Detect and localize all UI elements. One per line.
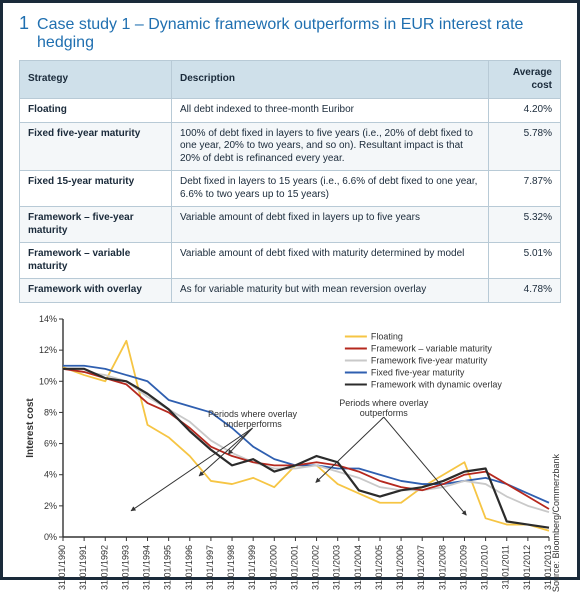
table-body: FloatingAll debt indexed to three-month … — [20, 99, 561, 303]
svg-text:Interest cost: Interest cost — [25, 397, 36, 457]
table-row: Framework – five-year maturityVariable a… — [20, 207, 561, 243]
title-number: 1 — [19, 13, 29, 34]
svg-text:31/01/1998: 31/01/1998 — [226, 545, 236, 590]
svg-text:31/01/2002: 31/01/2002 — [311, 545, 321, 590]
svg-text:Framework – variable maturity: Framework – variable maturity — [371, 343, 493, 353]
svg-text:Framework five-year maturity: Framework five-year maturity — [371, 355, 488, 365]
table-cell: Variable amount of debt fixed in layers … — [172, 207, 489, 243]
table-cell: 7.87% — [489, 171, 561, 207]
svg-text:Periods where overlay: Periods where overlay — [208, 409, 298, 419]
svg-text:31/01/1992: 31/01/1992 — [99, 545, 109, 590]
table-row: Framework with overlayAs for variable ma… — [20, 279, 561, 303]
table-row: Fixed five-year maturity100% of debt fix… — [20, 122, 561, 171]
svg-text:31/01/2001: 31/01/2001 — [289, 545, 299, 590]
svg-text:31/01/2003: 31/01/2003 — [332, 545, 342, 590]
table-row: Fixed 15-year maturityDebt fixed in laye… — [20, 171, 561, 207]
svg-text:31/01/1996: 31/01/1996 — [184, 545, 194, 590]
svg-text:31/01/2007: 31/01/2007 — [416, 545, 426, 590]
svg-text:6%: 6% — [44, 438, 57, 448]
table-cell: All debt indexed to three-month Euribor — [172, 99, 489, 123]
svg-text:outperforms: outperforms — [360, 408, 409, 418]
table-cell: 5.01% — [489, 243, 561, 279]
table-cell: Variable amount of debt fixed with matur… — [172, 243, 489, 279]
table-cell: Fixed 15-year maturity — [20, 171, 172, 207]
strategy-table: Strategy Description Average cost Floati… — [19, 60, 561, 303]
svg-text:31/01/2008: 31/01/2008 — [437, 545, 447, 590]
chart-container: 0% 2% 4% 6% 8% 10% 12% 14% 31/01/1990 31/01/1991 3… — [19, 311, 561, 591]
svg-text:31/01/2009: 31/01/2009 — [458, 545, 468, 590]
title-text: Case study 1 – Dynamic framework outperf… — [37, 16, 561, 52]
interest-cost-chart: 0% 2% 4% 6% 8% 10% 12% 14% 31/01/1990 31/01/1991 3… — [19, 311, 563, 591]
svg-text:31/01/2004: 31/01/2004 — [353, 545, 363, 590]
svg-text:31/01/2000: 31/01/2000 — [268, 545, 278, 590]
svg-text:12%: 12% — [39, 345, 57, 355]
svg-text:31/01/2012: 31/01/2012 — [522, 545, 532, 590]
svg-text:31/01/2011: 31/01/2011 — [501, 545, 511, 589]
svg-text:Framework with dynamic overlay: Framework with dynamic overlay — [371, 379, 503, 389]
table-cell: Framework – five-year maturity — [20, 207, 172, 243]
source-text: Source: Bloomberg/Commerzbank — [551, 454, 561, 592]
table-cell: 4.78% — [489, 279, 561, 303]
table-cell: Floating — [20, 99, 172, 123]
svg-text:31/01/2006: 31/01/2006 — [395, 545, 405, 590]
col-avgcost: Average cost — [489, 61, 561, 99]
svg-text:Floating: Floating — [371, 331, 403, 341]
svg-text:31/01/1995: 31/01/1995 — [163, 545, 173, 590]
page-title: 1 Case study 1 – Dynamic framework outpe… — [19, 13, 561, 52]
table-head: Strategy Description Average cost — [20, 61, 561, 99]
svg-text:0%: 0% — [44, 532, 57, 542]
svg-text:2%: 2% — [44, 500, 57, 510]
svg-text:31/01/1994: 31/01/1994 — [142, 545, 152, 590]
table-cell: As for variable maturity but with mean r… — [172, 279, 489, 303]
table-row: Framework – variable maturityVariable am… — [20, 243, 561, 279]
svg-text:underperforms: underperforms — [223, 419, 282, 429]
svg-text:31/01/1993: 31/01/1993 — [120, 545, 130, 590]
table-cell: Debt fixed in layers to 15 years (i.e., … — [172, 171, 489, 207]
table-cell: Fixed five-year maturity — [20, 122, 172, 171]
svg-text:31/01/2005: 31/01/2005 — [374, 545, 384, 590]
table-cell: 4.20% — [489, 99, 561, 123]
table-cell: 5.78% — [489, 122, 561, 171]
svg-text:8%: 8% — [44, 407, 57, 417]
svg-text:31/01/1997: 31/01/1997 — [205, 545, 215, 590]
svg-text:10%: 10% — [39, 376, 57, 386]
svg-text:14%: 14% — [39, 314, 57, 324]
svg-text:31/01/1990: 31/01/1990 — [57, 545, 67, 590]
table-cell: 100% of debt fixed in layers to five yea… — [172, 122, 489, 171]
svg-text:31/01/2010: 31/01/2010 — [480, 545, 490, 590]
svg-text:Fixed five-year maturity: Fixed five-year maturity — [371, 367, 465, 377]
svg-text:Periods where overlay: Periods where overlay — [339, 398, 429, 408]
svg-text:31/01/1999: 31/01/1999 — [247, 545, 257, 590]
svg-text:31/01/1991: 31/01/1991 — [78, 545, 88, 590]
table-cell: Framework with overlay — [20, 279, 172, 303]
table-cell: Framework – variable maturity — [20, 243, 172, 279]
table-row: FloatingAll debt indexed to three-month … — [20, 99, 561, 123]
table-cell: 5.32% — [489, 207, 561, 243]
col-strategy: Strategy — [20, 61, 172, 99]
col-description: Description — [172, 61, 489, 99]
svg-text:4%: 4% — [44, 469, 57, 479]
